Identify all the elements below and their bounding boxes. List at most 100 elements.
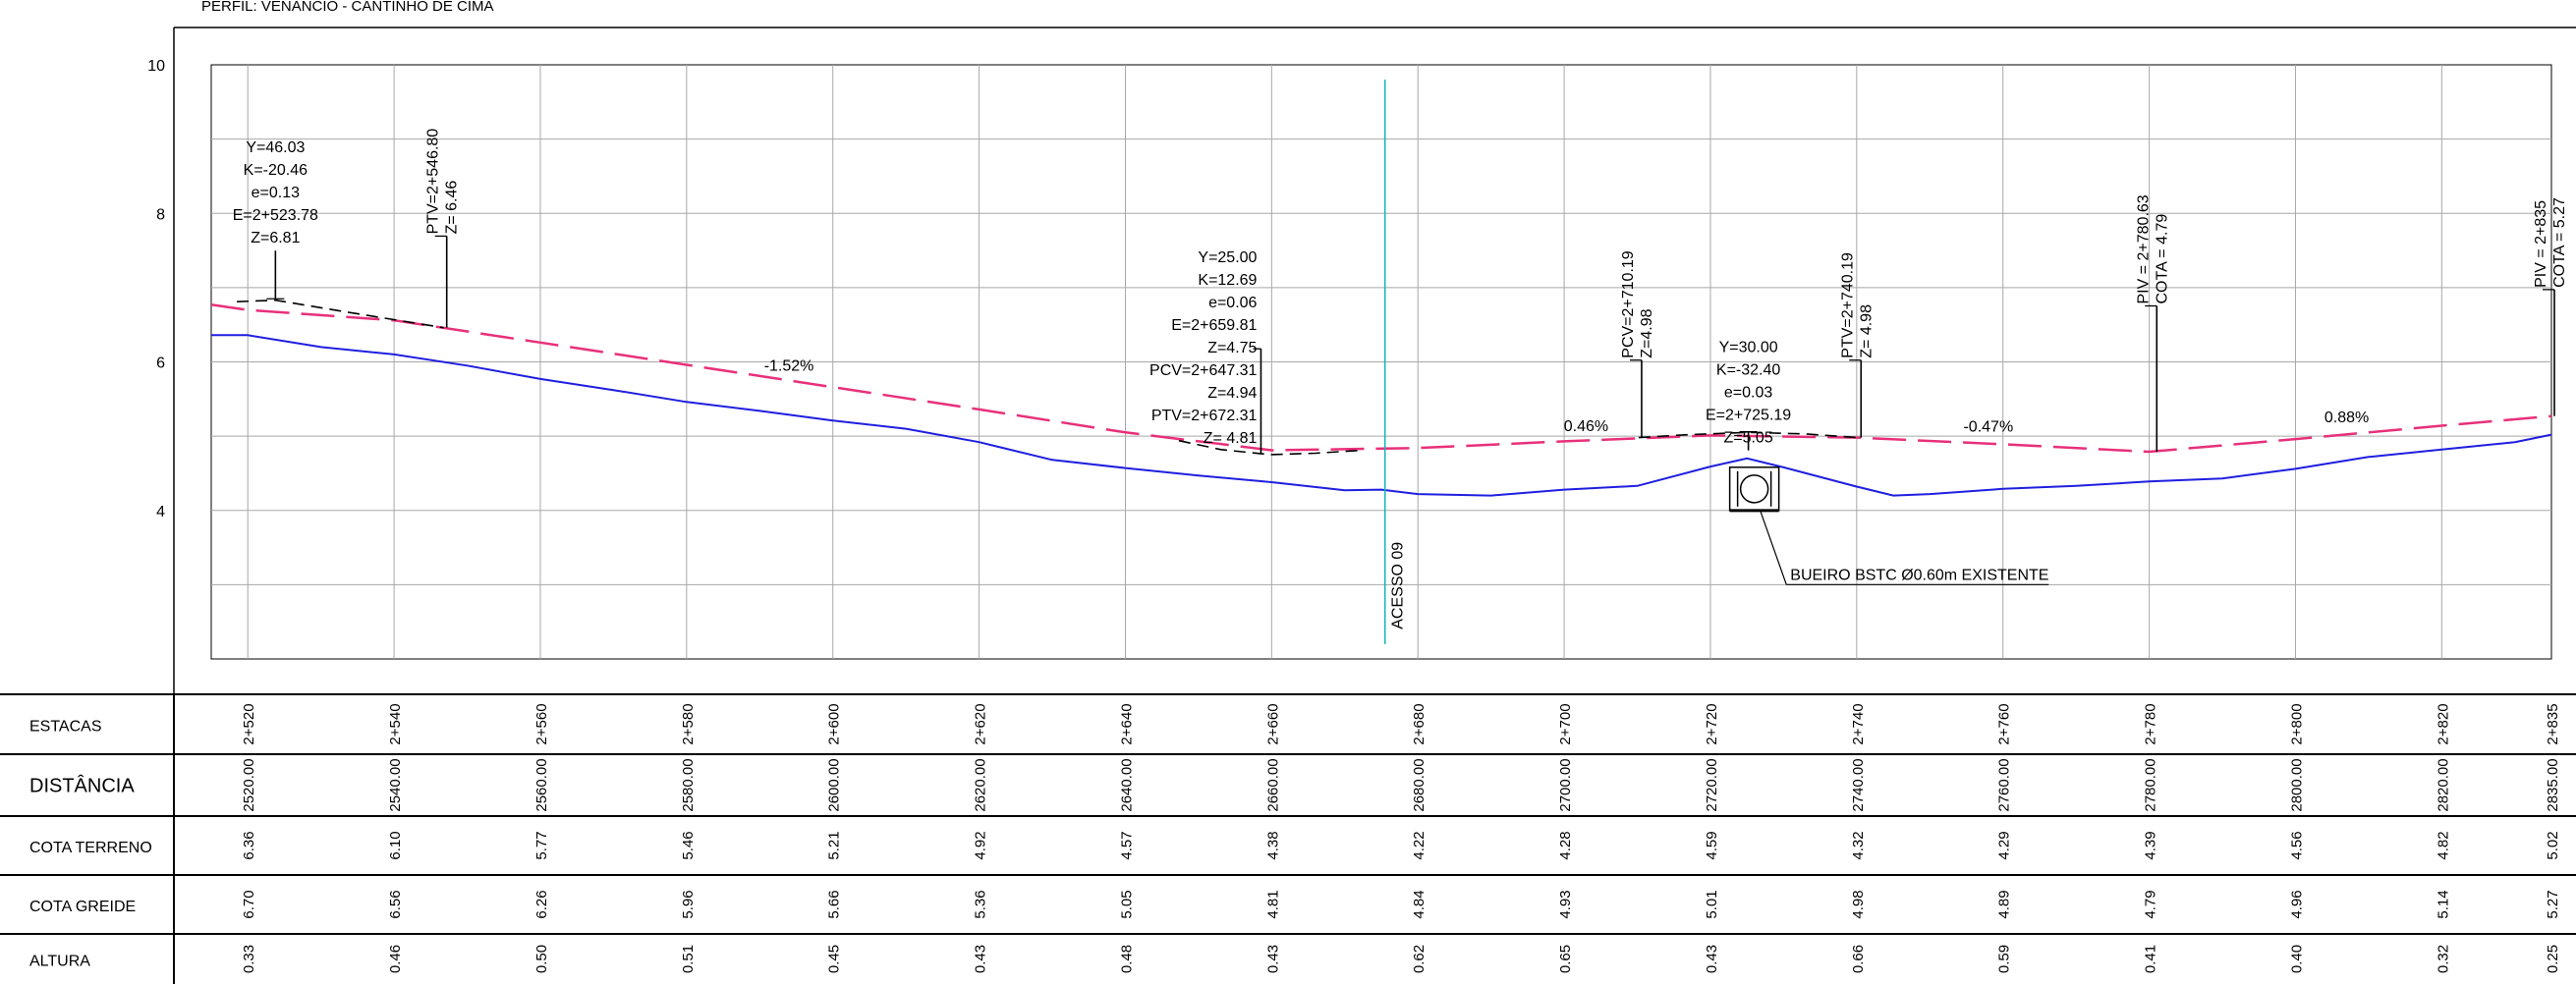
curve-label-line: Y=25.00 — [1198, 249, 1257, 266]
table-cell: 5.14 — [2435, 890, 2451, 918]
table-cell: 0.46 — [387, 945, 404, 973]
vertical-point-label: Z= 4.98 — [1858, 304, 1875, 358]
terrain-line — [211, 334, 2552, 497]
curve-label-line: K=-20.46 — [244, 162, 308, 179]
vertical-point-label: Z= 6.46 — [444, 181, 461, 235]
table-cell: 2+800 — [2288, 703, 2305, 744]
access-label: ACESSO 09 — [1390, 542, 1407, 629]
table-cell: 4.32 — [1850, 831, 1867, 859]
table-cell: 4.82 — [2435, 831, 2451, 859]
table-cell: 2+640 — [1118, 703, 1135, 744]
table-cell: 4.84 — [1411, 890, 1428, 918]
table-cell: 2660.00 — [1264, 758, 1281, 811]
curve-label-line: PTV=2+672.31 — [1151, 408, 1258, 424]
vertical-point-label: Z=4.98 — [1639, 308, 1655, 357]
table-cell: 2+600 — [826, 703, 843, 744]
table-cell: 5.27 — [2545, 890, 2561, 918]
table-cell: 4.92 — [973, 831, 989, 859]
curve-label-line: E=2+659.81 — [1171, 317, 1257, 334]
table-cell: 4.38 — [1264, 831, 1281, 859]
table-cell: 2580.00 — [680, 758, 697, 811]
curve-label-line: PCV=2+647.31 — [1149, 362, 1258, 379]
table-cell: 2800.00 — [2288, 758, 2305, 811]
curve-label-line: K=-32.40 — [1716, 362, 1780, 379]
table-cell: 2+560 — [533, 703, 550, 744]
culvert-label: BUEIRO BSTC Ø0.60m EXISTENTE — [1790, 567, 2048, 583]
table-cell: 6.26 — [533, 890, 550, 918]
table-cell: 0.32 — [2435, 945, 2451, 973]
curve-label-line: K=12.69 — [1198, 272, 1257, 289]
table-cell: 0.62 — [1411, 945, 1428, 973]
table-cell: 4.22 — [1411, 831, 1428, 859]
table-cell: 2+540 — [387, 703, 404, 744]
table-cell: 2640.00 — [1118, 758, 1135, 811]
vertical-point-label: PIV = 2+835 — [2533, 200, 2549, 288]
table-cell: 4.93 — [1557, 890, 1574, 918]
table-cell: 6.70 — [241, 890, 257, 918]
vertical-point-label: PCV=2+710.19 — [1620, 250, 1637, 358]
table-cell: 0.48 — [1118, 945, 1135, 973]
table-cell: 0.41 — [2143, 945, 2159, 973]
table-cell: 0.40 — [2288, 945, 2305, 973]
table-row-label: ESTACAS — [29, 719, 102, 736]
table-cell: 4.28 — [1557, 831, 1574, 859]
table-cell: 2+620 — [973, 703, 989, 744]
curve-label-line: E=2+523.78 — [233, 207, 318, 224]
curve-label-line: Z= 4.81 — [1204, 430, 1258, 447]
table-cell: 0.50 — [533, 945, 550, 973]
vertical-point-label: PIV = 2+780.63 — [2135, 194, 2152, 303]
curve-label-line: e=0.06 — [1208, 295, 1257, 311]
table-cell: 2740.00 — [1850, 758, 1867, 811]
table-cell: 2+680 — [1411, 703, 1428, 744]
slope-label: -1.52% — [764, 358, 814, 375]
table-row-label: COTA TERRENO — [29, 840, 152, 856]
table-cell: 5.05 — [1118, 890, 1135, 918]
table-cell: 4.56 — [2288, 831, 2305, 859]
table-cell: 2720.00 — [1704, 758, 1720, 811]
data-table: ESTACAS 2+520 2+540 2+560 2+580 2+600 2+620 2+6… — [0, 693, 2576, 984]
culvert-pipe — [1739, 474, 1769, 504]
table-cell: 4.79 — [2143, 890, 2159, 918]
table-cell: 2+820 — [2435, 703, 2451, 744]
grade-line — [210, 303, 2552, 454]
curve-label-line: Y=46.03 — [246, 139, 305, 156]
table-cell: 2760.00 — [1996, 758, 2013, 811]
table-row-label: ALTURA — [29, 954, 90, 970]
vertical-point-label: COTA = 4.79 — [2154, 214, 2170, 304]
table-cell: 2+520 — [241, 703, 257, 744]
curve-label-line: Z=4.94 — [1207, 385, 1257, 402]
table-cell: 0.59 — [1996, 945, 2013, 973]
table-row-label: DISTÂNCIA — [29, 775, 135, 797]
vertical-curve-arc — [237, 299, 444, 329]
table-cell: 5.66 — [826, 890, 843, 918]
table-cell: 4.89 — [1996, 890, 2013, 918]
table-cell: 4.39 — [2143, 831, 2159, 859]
curve-label-line: e=0.13 — [252, 185, 300, 201]
profile-grid — [211, 65, 2551, 659]
table-cell: 2680.00 — [1411, 758, 1428, 811]
table-cell: 4.59 — [1704, 831, 1720, 859]
table-cell: 2+720 — [1704, 703, 1720, 744]
table-cell: 4.57 — [1118, 831, 1135, 859]
slope-label: -0.47% — [1963, 419, 2013, 436]
vertical-point-label: PTV=2+546.80 — [425, 129, 442, 235]
drawing-title: PERFIL: VENÂNCIO - CANTINHO DE CIMA — [201, 0, 494, 15]
culvert-symbol — [1728, 466, 1780, 513]
table-cell: 6.10 — [387, 831, 404, 859]
table-cell: 2620.00 — [973, 758, 989, 811]
table-cell: 6.56 — [387, 890, 404, 918]
table-cell: 6.36 — [241, 831, 257, 859]
table-cell: 2820.00 — [2435, 758, 2451, 811]
profile-series — [210, 299, 2552, 497]
table-cell: 2+580 — [680, 703, 697, 744]
table-cell: 0.25 — [2545, 945, 2561, 973]
table-cell: 0.43 — [1264, 945, 1281, 973]
table-cell: 2+780 — [2143, 703, 2159, 744]
table-cell: 2+760 — [1996, 703, 2013, 744]
table-cell: 5.36 — [973, 890, 989, 918]
profile-annotations: -1.52% 0.46% -0.47% 0.88% Y=46.03 K=-20.46 e=0… — [233, 80, 2568, 644]
table-cell: 0.43 — [1704, 945, 1720, 973]
table-cell: 2600.00 — [826, 758, 843, 811]
y-tick-label: 8 — [156, 206, 165, 223]
